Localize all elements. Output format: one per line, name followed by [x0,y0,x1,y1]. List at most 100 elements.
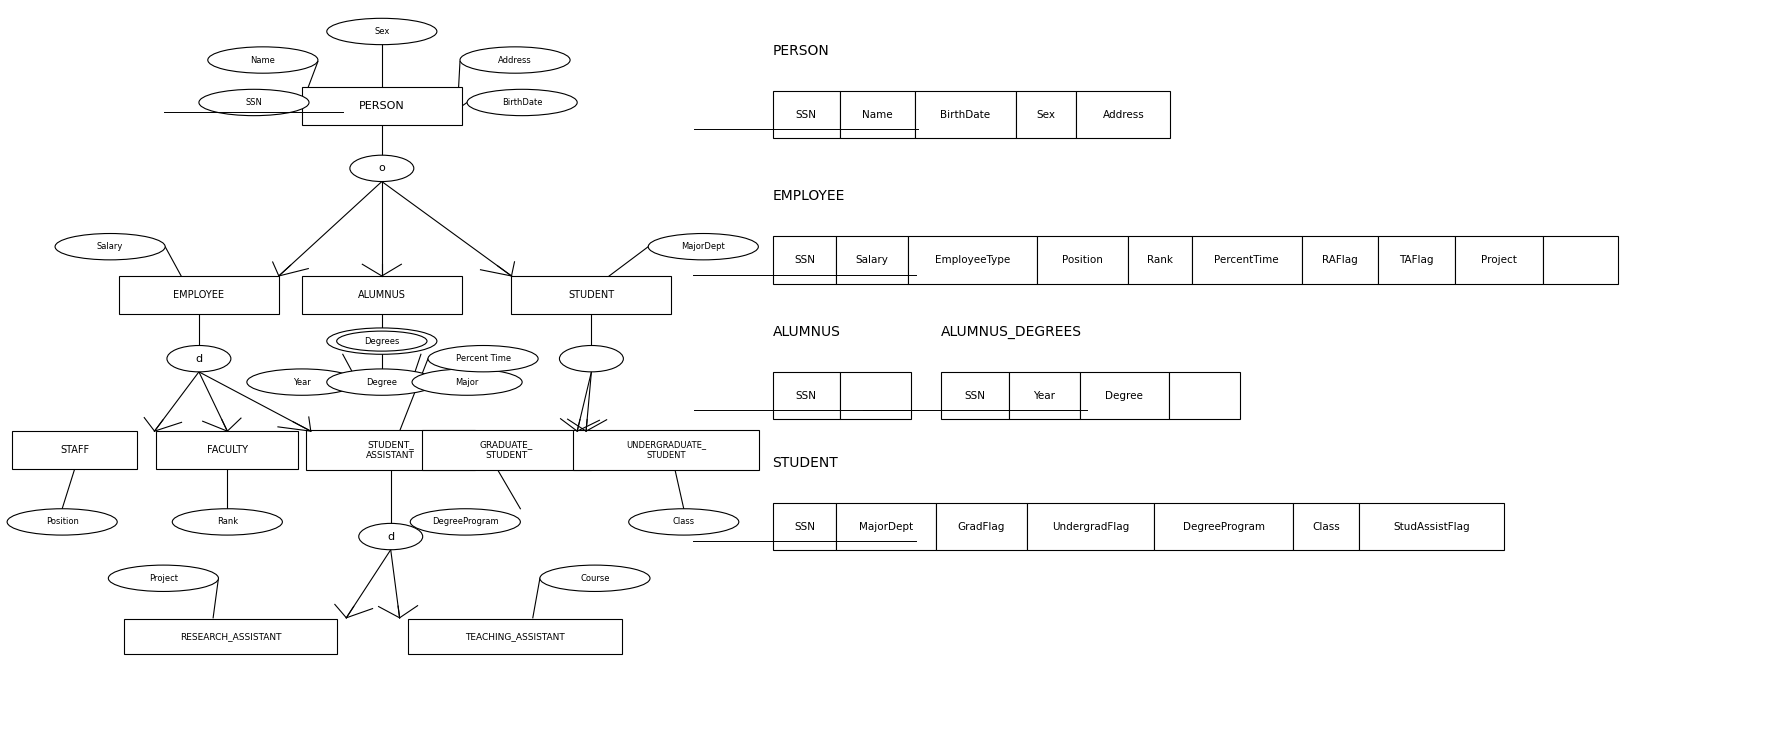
Ellipse shape [199,89,309,116]
Bar [12,431,137,469]
Bar [915,91,1016,138]
Circle shape [167,346,231,372]
Text: SSN: SSN [245,98,263,107]
Bar [941,372,1009,419]
Ellipse shape [648,234,758,260]
Text: UNDERGRADUATE_
STUDENT: UNDERGRADUATE_ STUDENT [625,441,707,460]
Text: StudAssistFlag: StudAssistFlag [1392,522,1471,531]
Text: FACULTY: FACULTY [206,445,249,455]
Text: TAFlag: TAFlag [1399,255,1433,265]
Bar [773,503,836,550]
Text: RAFlag: RAFlag [1321,255,1359,265]
Ellipse shape [172,509,282,535]
Text: ALUMNUS: ALUMNUS [773,325,840,339]
Ellipse shape [412,369,522,395]
Text: Year: Year [1034,391,1055,400]
Text: STUDENT: STUDENT [773,456,838,470]
Bar [773,236,836,284]
Ellipse shape [327,18,437,45]
Ellipse shape [108,565,218,591]
Bar [1016,91,1076,138]
Text: Degrees: Degrees [364,337,400,346]
Text: Position: Position [46,518,78,526]
Text: Project: Project [1481,255,1517,265]
Ellipse shape [55,234,165,260]
Text: PercentTime: PercentTime [1215,255,1279,265]
Bar [119,276,279,314]
Text: o: o [378,163,385,173]
Text: Address: Address [1103,110,1144,119]
Bar [1169,372,1240,419]
Text: STUDENT_
ASSISTANT: STUDENT_ ASSISTANT [366,441,416,460]
Ellipse shape [428,346,538,372]
Text: Name: Name [861,110,893,119]
Text: DegreeProgram: DegreeProgram [432,518,499,526]
Text: SSN: SSN [794,522,815,531]
Circle shape [350,155,414,182]
Text: GradFlag: GradFlag [957,522,1005,531]
Bar [1154,503,1293,550]
Bar [408,619,622,654]
Bar [124,619,337,654]
Bar [572,430,760,471]
Ellipse shape [410,509,520,535]
Text: Project: Project [149,574,178,583]
Text: UndergradFlag: UndergradFlag [1051,522,1130,531]
Bar [1192,236,1302,284]
Ellipse shape [327,369,437,395]
Text: Salary: Salary [98,242,123,251]
Text: SSN: SSN [796,110,817,119]
Ellipse shape [540,565,650,591]
Text: Name: Name [250,56,275,64]
Text: d: d [195,354,202,364]
Text: GRADUATE_
STUDENT: GRADUATE_ STUDENT [480,441,533,460]
Circle shape [359,523,423,550]
Bar [840,372,911,419]
Text: Class: Class [673,518,694,526]
Text: TEACHING_ASSISTANT: TEACHING_ASSISTANT [465,632,565,641]
Bar [1359,503,1504,550]
Ellipse shape [629,509,739,535]
Bar [421,430,590,471]
Text: Degree: Degree [366,378,398,386]
Text: Address: Address [497,56,533,64]
Bar [836,503,936,550]
Ellipse shape [467,89,577,116]
Bar [936,503,1027,550]
Ellipse shape [337,331,426,351]
Bar [773,91,840,138]
Bar [840,91,915,138]
Text: STUDENT: STUDENT [568,290,614,300]
Bar [1543,236,1618,284]
Bar [1128,236,1192,284]
Text: SSN: SSN [796,391,817,400]
Bar [302,87,462,125]
Text: d: d [387,531,394,542]
Ellipse shape [327,328,437,354]
Text: Percent Time: Percent Time [455,354,511,363]
Text: MajorDept: MajorDept [860,522,913,531]
Text: BirthDate: BirthDate [940,110,991,119]
Text: EMPLOYEE: EMPLOYEE [773,190,845,203]
Text: Rank: Rank [1147,255,1172,265]
Bar [908,236,1037,284]
Text: Class: Class [1312,522,1339,531]
Text: RESEARCH_ASSISTANT: RESEARCH_ASSISTANT [179,632,282,641]
Text: SSN: SSN [964,391,986,400]
Bar [1027,503,1154,550]
Bar [1037,236,1128,284]
Text: Major: Major [455,378,480,386]
Bar [305,430,474,471]
Ellipse shape [247,369,357,395]
Bar [302,276,462,314]
Text: Degree: Degree [1105,391,1144,400]
Text: Year: Year [293,378,311,386]
Text: ALUMNUS_DEGREES: ALUMNUS_DEGREES [941,325,1082,339]
Ellipse shape [7,509,117,535]
Text: STAFF: STAFF [60,445,89,455]
Text: EmployeeType: EmployeeType [934,255,1011,265]
Text: PERSON: PERSON [359,101,405,111]
Text: Sex: Sex [375,27,389,36]
Text: Sex: Sex [1037,110,1055,119]
Bar [1302,236,1378,284]
